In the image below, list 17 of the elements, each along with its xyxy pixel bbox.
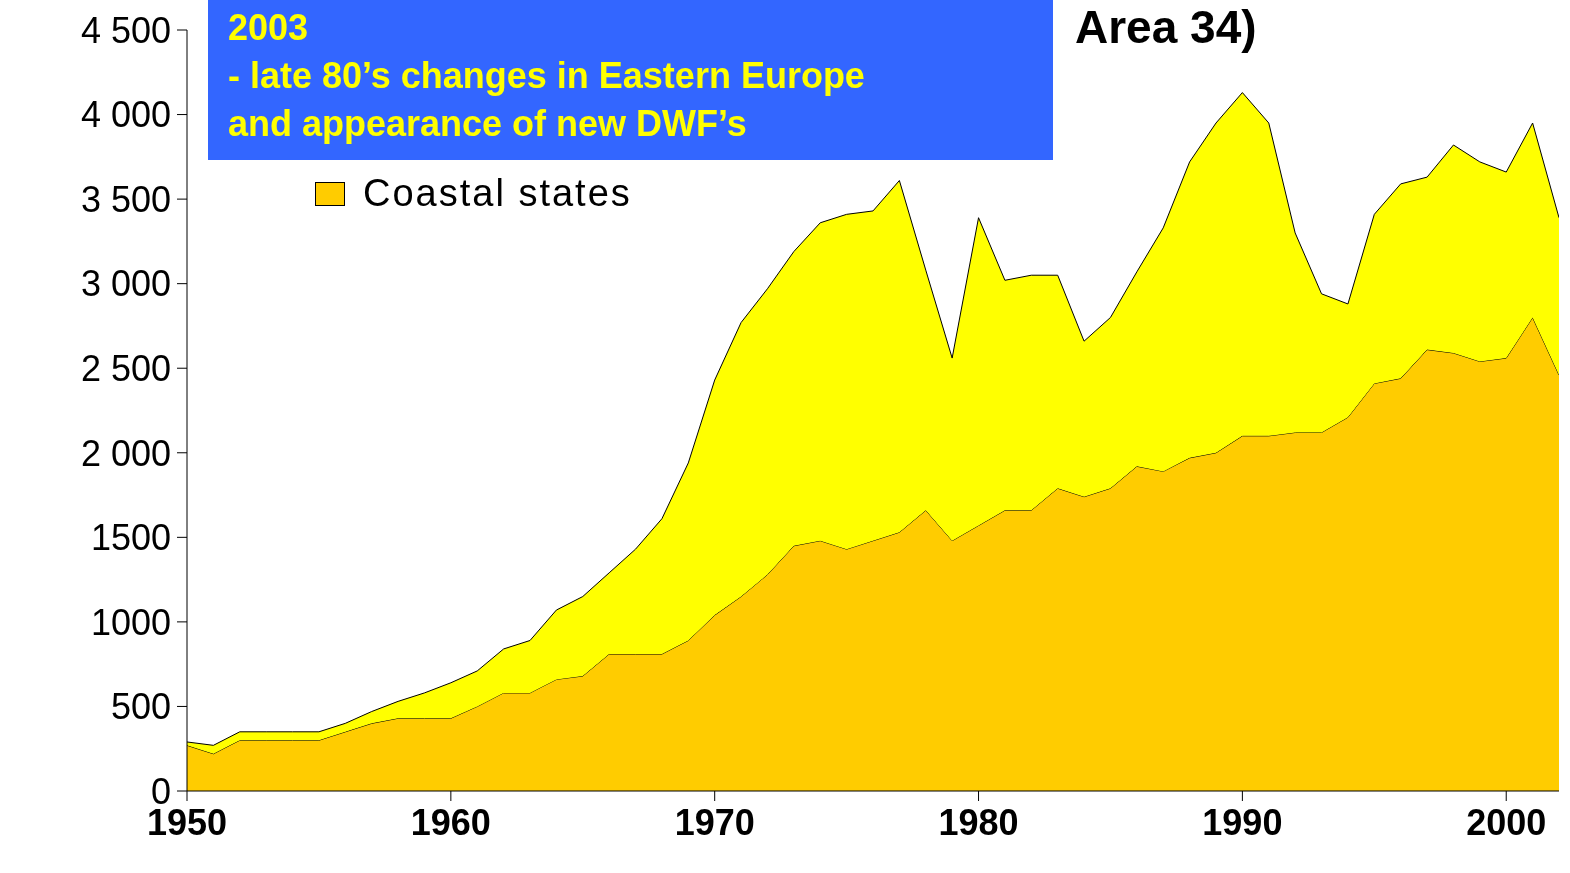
chart-title: Area 34): [1075, 0, 1257, 54]
y-tick-label: 2 000: [80, 432, 171, 474]
y-tick-label: 2 500: [80, 348, 171, 389]
x-tick-label: 1990: [1202, 801, 1283, 843]
y-tick-label: 3 500: [80, 178, 171, 220]
x-tick-label: 2000: [1466, 801, 1547, 843]
y-tick-label: 1000: [90, 601, 171, 643]
callout-box: 2003 - late 80’s changes in Eastern Europe and appearance of new DWF’s: [208, 0, 1053, 160]
x-tick-label: 1970: [674, 801, 755, 843]
y-tick-label: 4 000: [80, 94, 171, 136]
y-tick-label: 1500: [90, 517, 171, 559]
y-tick-label: 3 000: [80, 263, 171, 305]
y-tick-label: 500: [110, 686, 171, 728]
x-tick-label: 1980: [938, 801, 1019, 843]
x-tick-label: 1960: [410, 801, 491, 843]
y-tick-label: 4 500: [80, 9, 171, 51]
legend-label: Coastal states: [363, 172, 632, 215]
